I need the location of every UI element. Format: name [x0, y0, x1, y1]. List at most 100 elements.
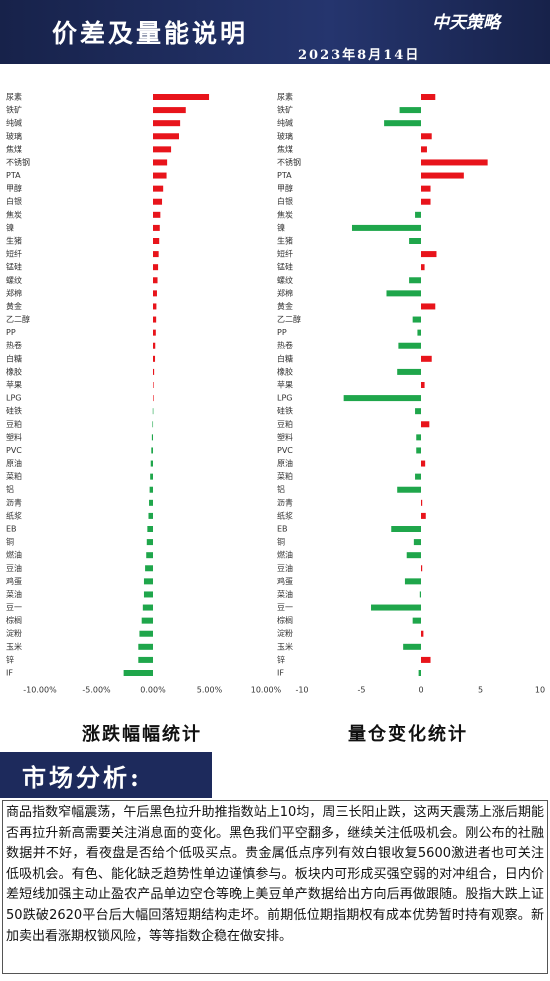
header [0, 0, 550, 64]
y-tick-label: 铜 [277, 537, 285, 547]
y-tick-label: 白银 [277, 196, 293, 206]
y-tick-label: PVC [277, 446, 293, 455]
bar [421, 499, 423, 506]
y-tick-label: 玻璃 [6, 131, 22, 141]
bar [152, 408, 154, 415]
y-tick-label: 沥青 [277, 497, 293, 507]
y-tick-label: 不锈钢 [6, 157, 30, 167]
y-tick-label: 燃油 [277, 550, 293, 560]
y-tick-label: 豆粕 [6, 419, 22, 429]
bar [421, 264, 425, 271]
bar [153, 395, 154, 402]
y-tick-label: 棕榈 [6, 615, 22, 625]
y-tick-label: 镍 [6, 222, 14, 232]
x-tick-label: -5.00% [82, 686, 111, 695]
y-tick-label: 焦煤 [277, 144, 293, 154]
bar [397, 368, 421, 375]
y-tick-label: 纯碱 [6, 118, 22, 128]
x-tick-label: 10 [535, 686, 545, 695]
y-tick-label: 菜油 [6, 589, 22, 599]
y-tick-label: 尿素 [277, 92, 293, 102]
y-tick-label: 生猪 [6, 236, 22, 246]
bar [421, 185, 431, 192]
bar [421, 251, 437, 258]
bar [153, 303, 157, 310]
y-tick-label: 鸡蛋 [277, 576, 293, 586]
bar [399, 107, 421, 114]
bar [151, 447, 153, 454]
y-tick-label: 硅铁 [6, 406, 22, 416]
bar [421, 355, 432, 362]
bar [412, 316, 421, 323]
section-banner [0, 752, 212, 798]
y-tick-label: 螺纹 [277, 275, 293, 285]
y-tick-label: 焦煤 [6, 144, 22, 154]
y-tick-label: 菜粕 [277, 471, 293, 481]
y-tick-label: 菜粕 [6, 471, 22, 481]
y-tick-label: 塑料 [277, 432, 293, 442]
x-tick-label: 0.00% [140, 686, 166, 695]
logo: 中天策略 [432, 13, 500, 33]
x-tick-label: -10 [295, 686, 308, 695]
bar [139, 630, 153, 637]
bar [150, 460, 153, 467]
y-tick-label: 豆油 [6, 563, 22, 573]
y-tick-label: PP [277, 328, 287, 337]
bar [153, 133, 179, 140]
bar [153, 107, 186, 114]
bar [421, 94, 436, 100]
y-tick-label: PTA [277, 171, 292, 180]
y-tick-label: 热卷 [277, 340, 293, 350]
bar [421, 198, 431, 205]
y-tick-label: 菜油 [277, 589, 293, 599]
bar [141, 617, 153, 624]
bar [413, 539, 421, 546]
y-tick-label: 橡胶 [277, 366, 293, 376]
bar [153, 277, 158, 284]
bar [153, 382, 154, 388]
bar [419, 591, 421, 598]
y-tick-label: IF [277, 669, 284, 678]
x-tick-label: 0 [418, 686, 423, 695]
charts: -10.00% -5.00% 0.00% 5.00% 10.00% 尿素铁矿纯碱玻璃焦煤不… [6, 92, 545, 695]
y-tick-label: PVC [6, 446, 22, 455]
y-tick-label: 燃油 [6, 550, 22, 560]
y-tick-label: 白糖 [6, 353, 22, 363]
bar [343, 395, 421, 402]
bar [403, 643, 421, 650]
y-tick-label: PTA [6, 171, 21, 180]
x-tick-label: -5 [358, 686, 366, 695]
bar [149, 499, 153, 506]
bar [386, 290, 421, 297]
x-tick-label: 10.00% [251, 686, 282, 695]
y-tick-label: 乙二醇 [277, 314, 301, 324]
y-tick-label: EB [277, 525, 288, 534]
y-tick-label: 豆油 [277, 563, 293, 573]
bar [421, 565, 423, 572]
y-tick-label: 短纤 [277, 249, 293, 259]
bar [149, 486, 153, 493]
bar [384, 120, 421, 127]
bar [371, 604, 421, 611]
bar [153, 211, 161, 218]
y-tick-label: 锌 [6, 654, 14, 664]
y-tick-label: 甲醇 [277, 183, 293, 193]
y-tick-label: 纸浆 [6, 510, 22, 520]
bar [409, 238, 421, 244]
y-tick-label: 不锈钢 [277, 157, 301, 167]
bar [153, 264, 159, 271]
y-tick-label: 铜 [6, 537, 14, 547]
y-tick-label: 淀粉 [277, 628, 293, 638]
bar [421, 303, 436, 310]
analysis-text: 商品指数窄幅震荡，午后黑色拉升助推指数站上10均，周三长阳止跌，这两天震荡上涨后… [2, 800, 548, 974]
y-tick-label: 玉米 [6, 641, 22, 651]
y-tick-label: 白银 [6, 196, 22, 206]
bar [148, 512, 153, 519]
bar [415, 473, 421, 480]
bar [421, 421, 430, 428]
bar [391, 526, 421, 532]
bar [415, 211, 421, 218]
bar [146, 539, 153, 546]
bar [418, 670, 421, 676]
